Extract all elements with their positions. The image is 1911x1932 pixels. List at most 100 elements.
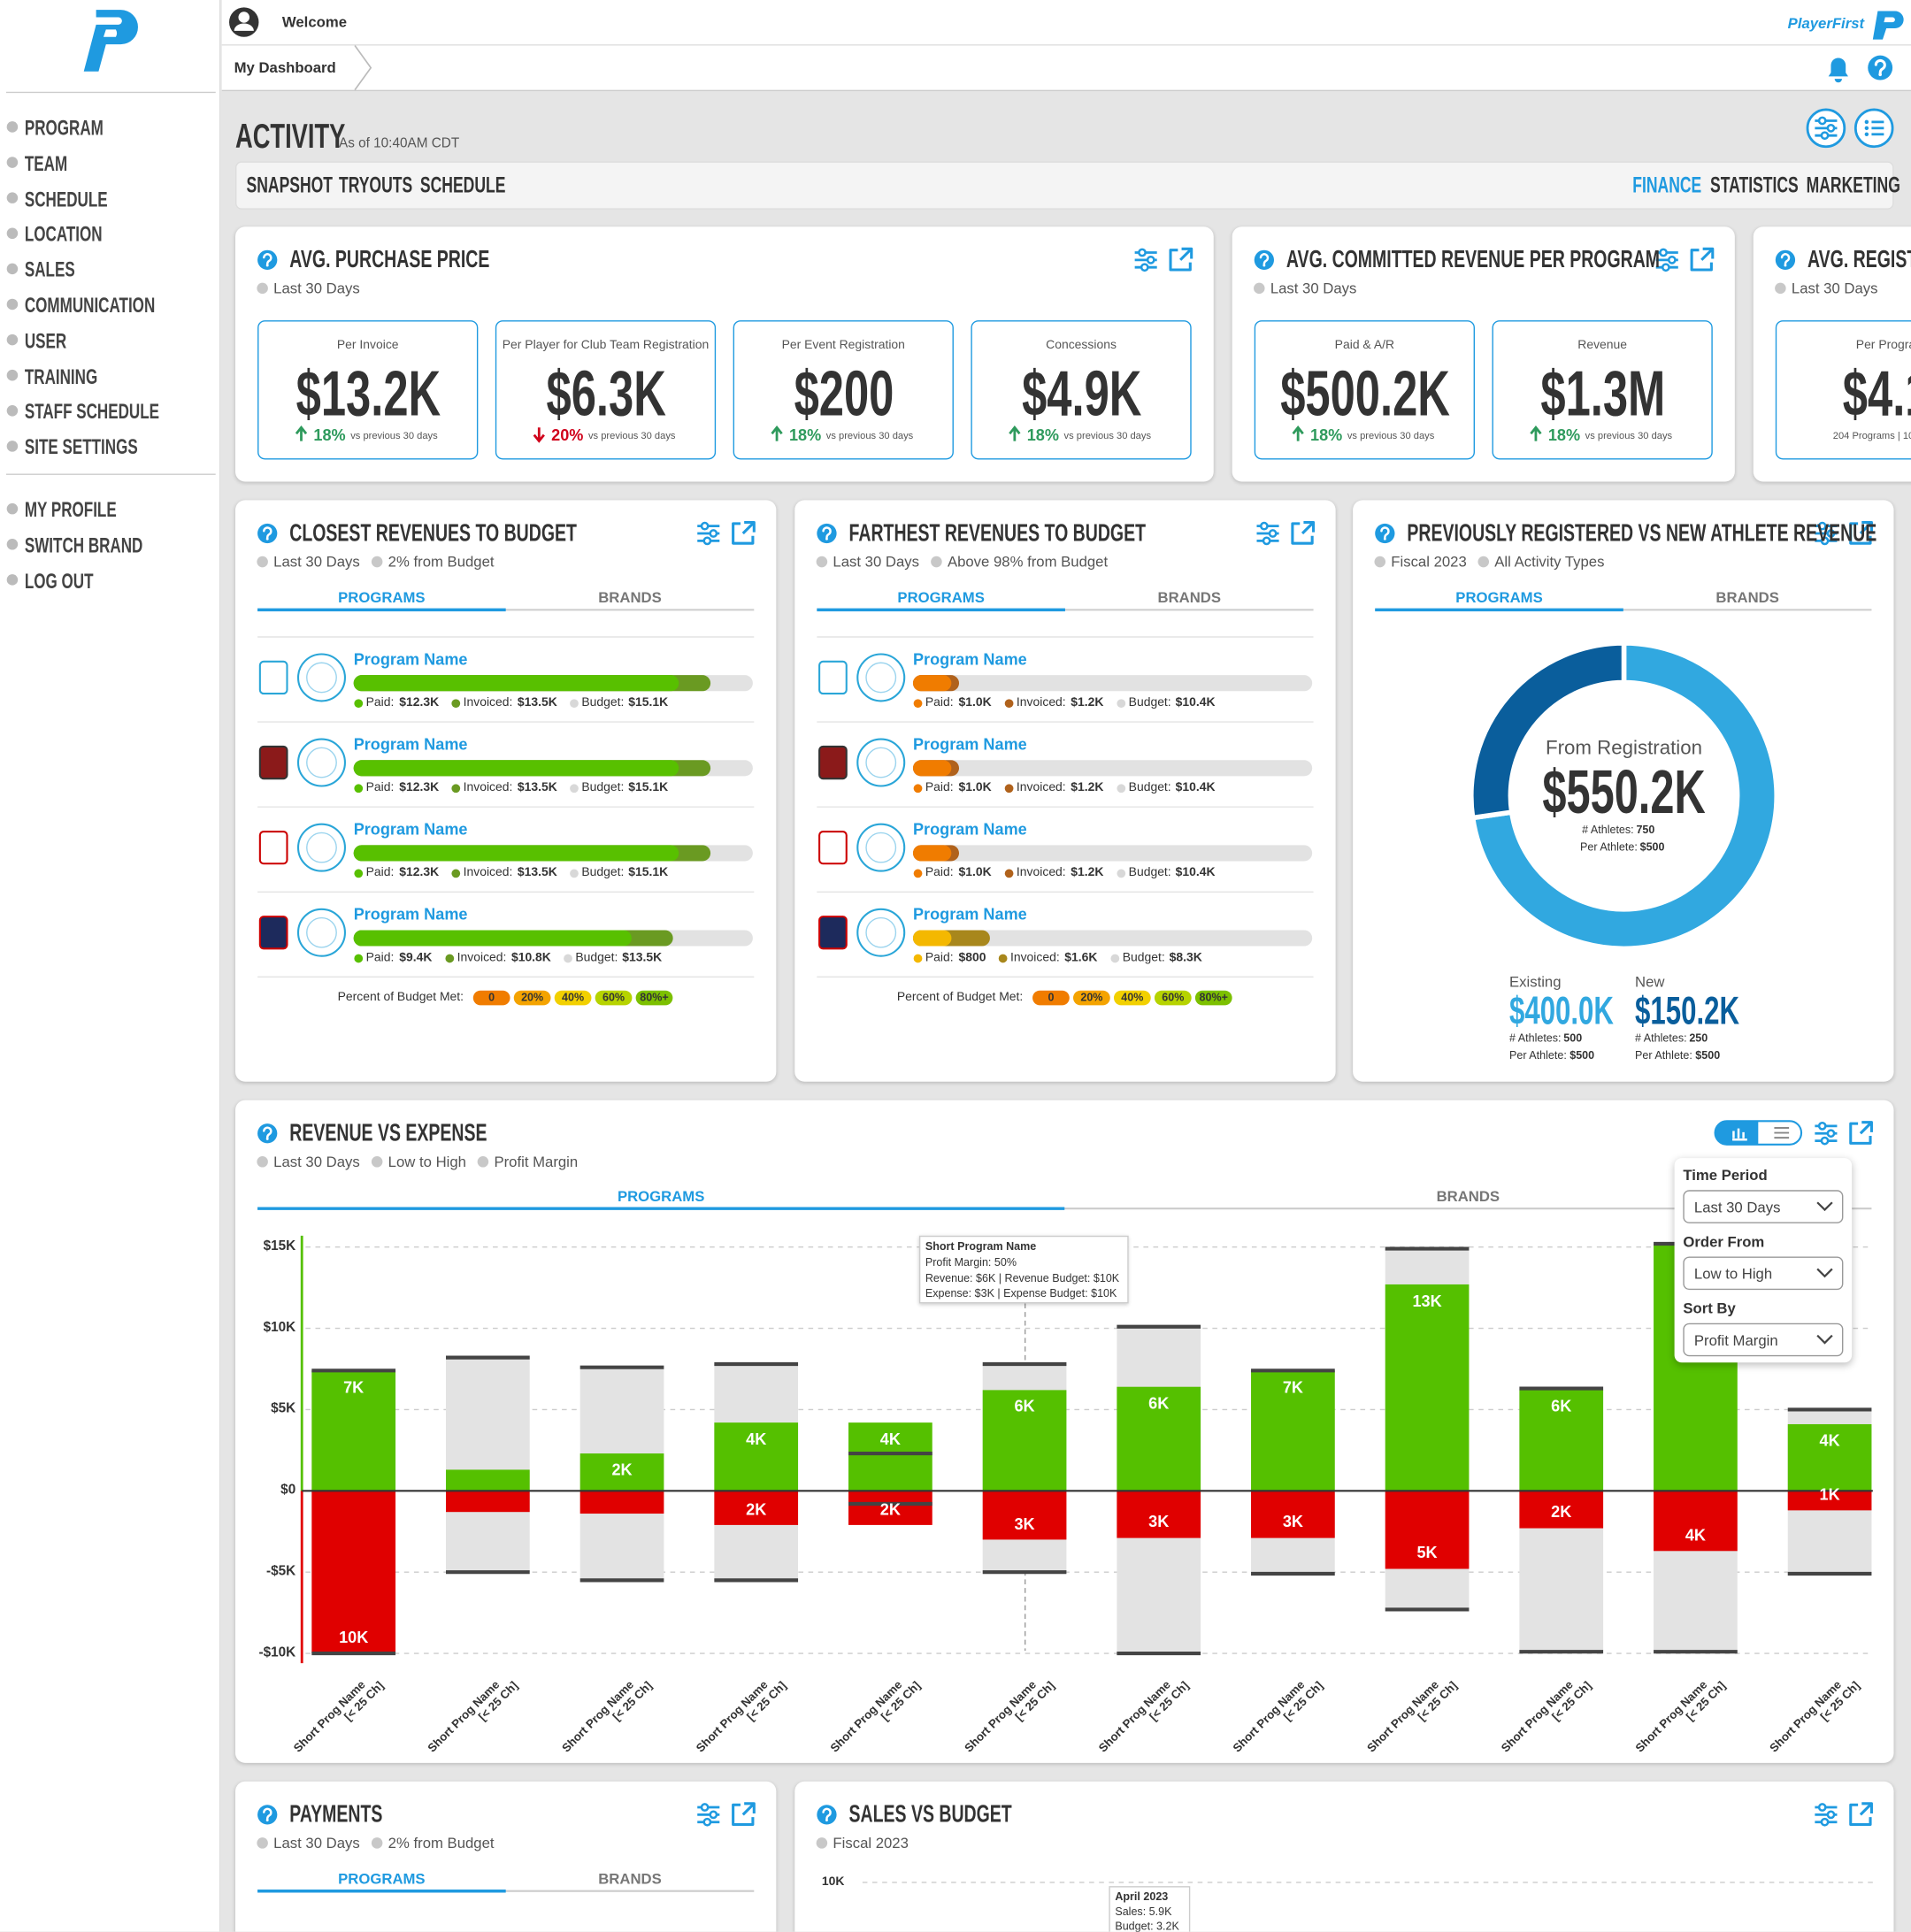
kpi-label: Per Player for Club Team Registration — [502, 338, 710, 353]
filter-chip: All Activity Types — [1494, 553, 1605, 571]
menu-item[interactable]: SWITCH BRAND — [24, 533, 143, 557]
program-name[interactable]: Program Name — [912, 649, 1027, 669]
team-logo — [818, 660, 848, 695]
filter-icon-knob — [1817, 1803, 1827, 1812]
x-tick-label-group: Short Prog Name[< 25 Ch] — [1767, 1678, 1862, 1755]
tab[interactable]: TRYOUTS — [338, 172, 413, 197]
row-label: Invoiced: — [463, 866, 513, 880]
card-tab[interactable]: BRANDS — [1157, 588, 1222, 607]
help-icon — [1775, 249, 1796, 270]
legend-dot — [913, 699, 923, 709]
card-tab[interactable]: BRANDS — [598, 588, 662, 607]
menu-icon — [6, 227, 19, 240]
bar-label: 4K — [1819, 1430, 1840, 1450]
select-box[interactable] — [1683, 1322, 1844, 1357]
tab[interactable]: STATISTICS — [1709, 172, 1799, 197]
legend-dot — [913, 954, 923, 963]
filter-chip: Profit Margin — [494, 1153, 579, 1171]
filter-icon-knob — [709, 1810, 718, 1820]
row-value: $15.1K — [628, 780, 669, 795]
filter-chip: Last 30 Days — [273, 280, 360, 297]
filter-icon-knob — [1262, 536, 1271, 546]
help-icon — [1254, 249, 1275, 270]
breadcrumb[interactable]: My Dashboard — [234, 58, 336, 77]
card-tab[interactable]: PROGRAMS — [897, 588, 985, 607]
tab[interactable]: FINANCE — [1632, 172, 1702, 197]
legend-dot — [1374, 556, 1386, 568]
league-logo — [296, 823, 346, 872]
legend-dot — [931, 556, 942, 568]
legend-pill — [472, 990, 510, 1006]
menu-item[interactable]: SITE SETTINGS — [24, 435, 138, 460]
filter-icon-knob — [1146, 255, 1155, 264]
menu-item[interactable]: LOG OUT — [24, 569, 94, 593]
program-name[interactable]: Program Name — [353, 649, 468, 669]
menu-item[interactable]: SCHEDULE — [24, 187, 108, 211]
select-value[interactable]: Low to High — [1693, 1264, 1773, 1283]
kpi-value: $4.1 — [1842, 358, 1911, 431]
tab[interactable]: SNAPSHOT — [246, 172, 334, 197]
menu-item[interactable]: COMMUNICATION — [24, 294, 156, 318]
tab[interactable]: MARKETING — [1806, 172, 1900, 197]
filter-icon-knob — [1661, 263, 1670, 272]
menu-icon — [6, 192, 19, 203]
menu-item[interactable]: LOCATION — [24, 222, 103, 247]
filter-icon-knob — [1140, 263, 1149, 272]
sidebar — [0, 0, 221, 1932]
row-value: $1.0K — [958, 695, 992, 710]
legend-title: Percent of Budget Met: — [337, 990, 464, 1005]
select-value[interactable]: Last 30 Days — [1693, 1198, 1781, 1215]
select-box[interactable] — [1683, 1256, 1844, 1291]
legend-dot — [1117, 784, 1126, 794]
trend-arrow — [533, 427, 545, 443]
program-name[interactable]: Program Name — [912, 734, 1027, 754]
card-tab[interactable]: PROGRAMS — [1455, 588, 1543, 607]
card-tab[interactable]: PROGRAMS — [617, 1187, 705, 1206]
legend-dot — [1117, 869, 1126, 878]
row-label: Invoiced: — [1016, 866, 1066, 880]
donut-stat-value: $500 — [1569, 1048, 1595, 1062]
x-tick-label-group: Short Prog Name[< 25 Ch] — [291, 1678, 387, 1755]
x-tick-label-group: Short Prog Name[< 25 Ch] — [1364, 1678, 1460, 1755]
program-name[interactable]: Program Name — [353, 734, 468, 754]
card-tab[interactable]: PROGRAMS — [338, 1870, 426, 1888]
menu-icon — [6, 441, 19, 452]
row-label: Paid: — [925, 780, 954, 795]
league-logo — [856, 738, 906, 787]
list-icon-dot — [1864, 126, 1869, 131]
menu-item[interactable]: TEAM — [24, 151, 68, 176]
card-tab[interactable]: PROGRAMS — [338, 588, 426, 607]
kpi-value: $4.9K — [1021, 358, 1141, 431]
select-box[interactable] — [1683, 1190, 1844, 1223]
legend-dot — [257, 556, 268, 568]
select-value[interactable]: Profit Margin — [1693, 1330, 1778, 1349]
program-name[interactable]: Program Name — [353, 819, 468, 839]
menu-item[interactable]: USER — [24, 329, 67, 353]
filter-icon-knob — [1820, 536, 1830, 546]
program-name[interactable]: Program Name — [912, 819, 1027, 839]
card-tab[interactable]: BRANDS — [1436, 1187, 1500, 1206]
row-label: Budget: — [1122, 951, 1165, 965]
card-tab[interactable]: BRANDS — [598, 1870, 662, 1888]
help-glyph — [1780, 253, 1791, 265]
external-icon — [1169, 247, 1193, 272]
row-value: $13.5K — [622, 951, 663, 965]
budget-bar — [446, 1357, 530, 1491]
program-name[interactable]: Program Name — [912, 904, 1027, 924]
help-glyph — [822, 526, 832, 540]
menu-item[interactable]: STAFF SCHEDULE — [24, 400, 160, 424]
tab[interactable]: SCHEDULE — [419, 172, 506, 197]
donut-stat-value: 250 — [1689, 1031, 1708, 1045]
league-logo-inner — [865, 747, 897, 778]
row-label: Paid: — [365, 951, 395, 965]
filter-chip: Last 30 Days — [833, 553, 919, 571]
menu-item[interactable]: MY PROFILE — [24, 498, 117, 522]
paid-bar — [353, 845, 679, 862]
menu-item[interactable]: PROGRAM — [24, 116, 104, 141]
row-label: Budget: — [1128, 780, 1171, 795]
menu-item[interactable]: TRAINING — [24, 364, 98, 388]
program-name[interactable]: Program Name — [353, 904, 468, 924]
x-tick-label-group: Short Prog Name[< 25 Ch] — [962, 1678, 1057, 1755]
card-tab[interactable]: BRANDS — [1715, 588, 1779, 607]
menu-item[interactable]: SALES — [24, 258, 75, 282]
